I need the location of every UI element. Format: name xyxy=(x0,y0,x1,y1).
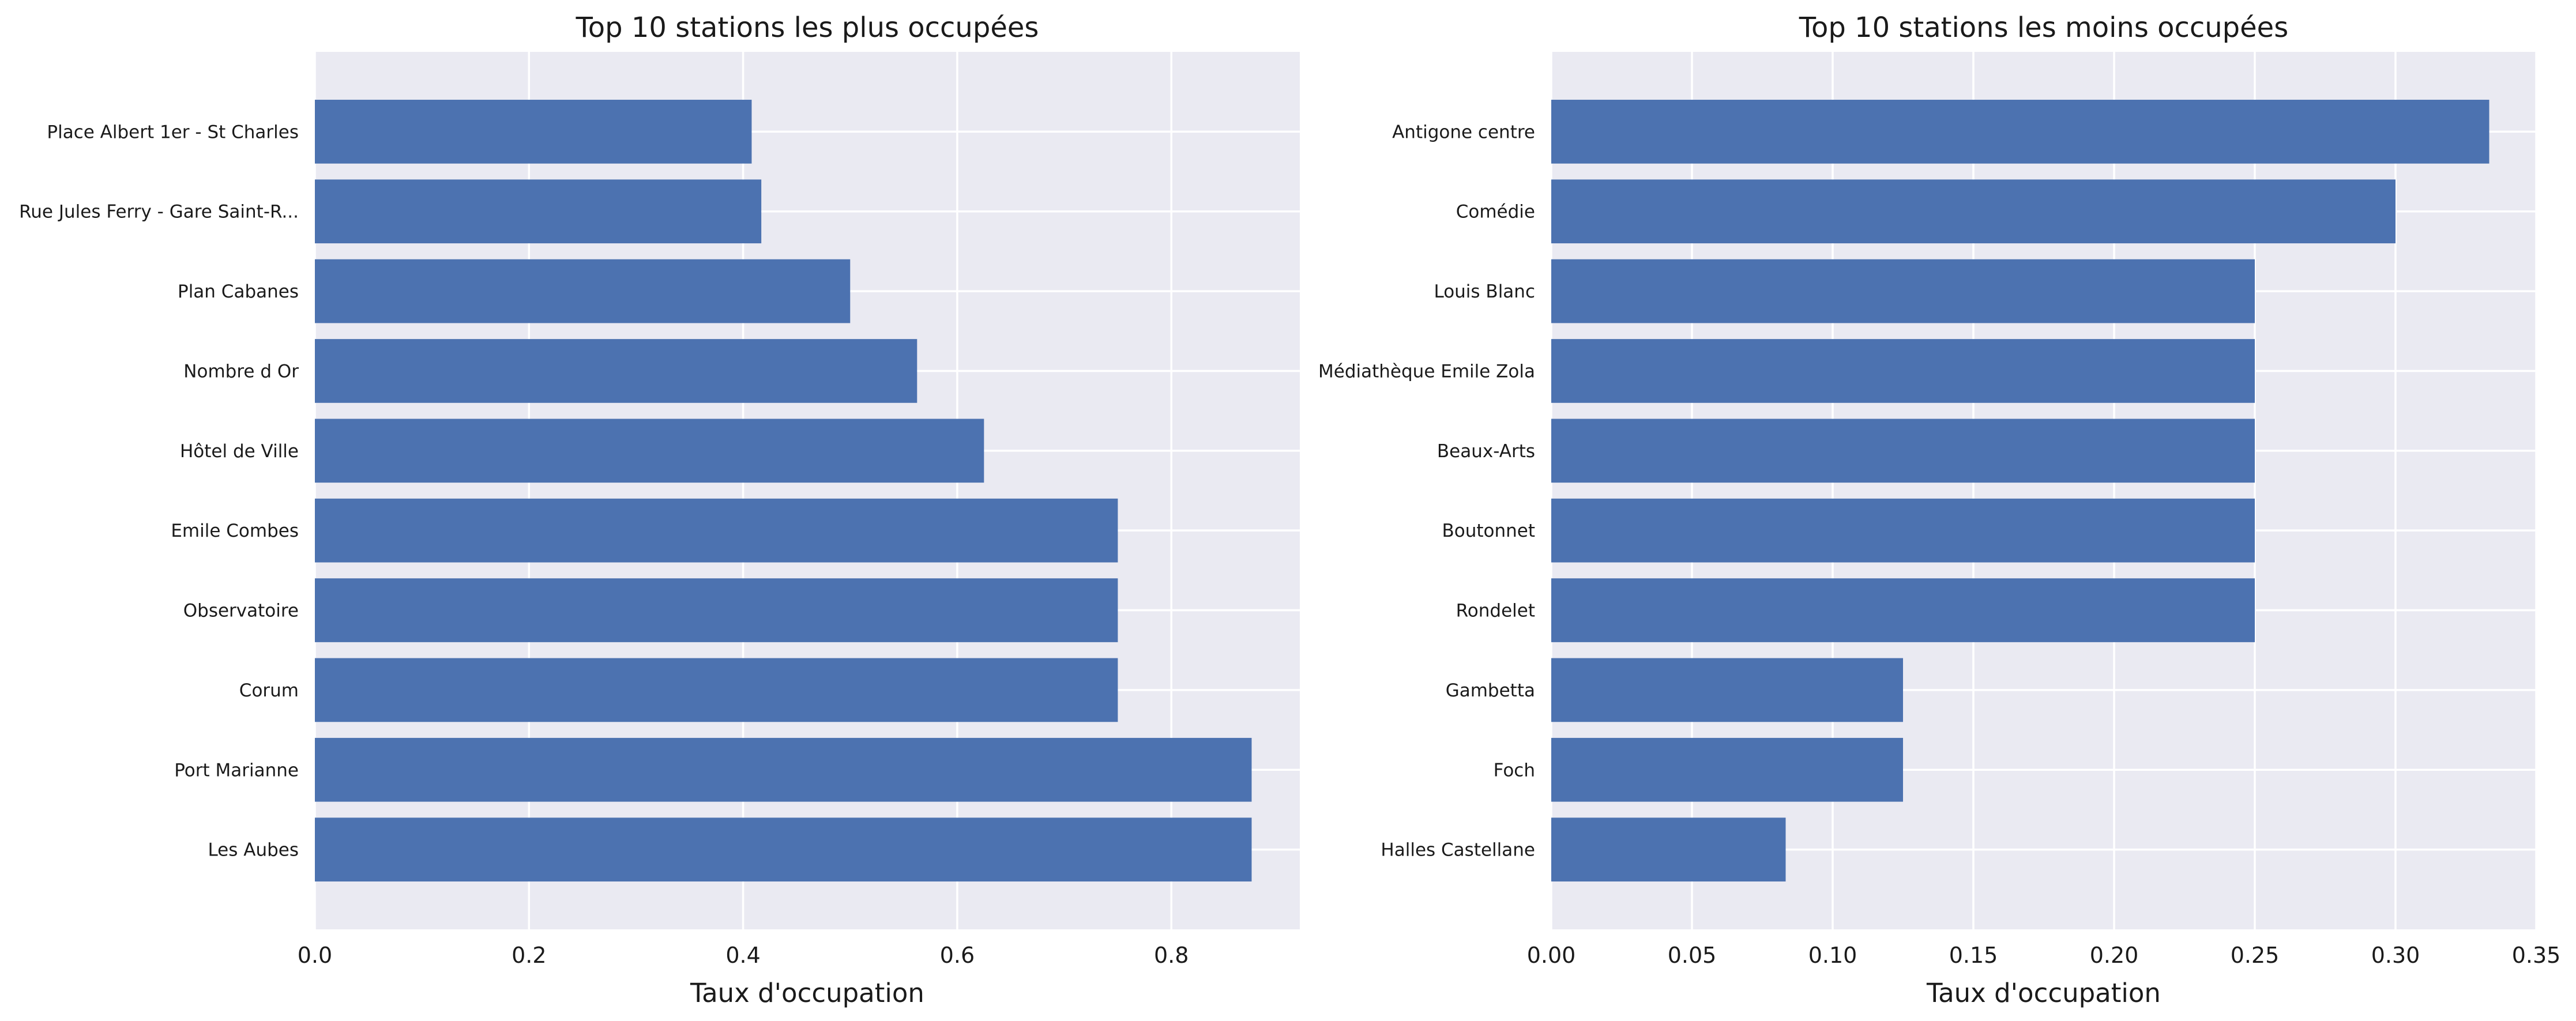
x-tick-label: 0.8 xyxy=(1154,943,1189,968)
bar xyxy=(1551,498,2255,563)
y-tick-label: Emile Combes xyxy=(171,521,299,541)
x-tick-label: 0.30 xyxy=(2371,943,2420,968)
y-tick-label: Halles Castellane xyxy=(1381,840,1535,861)
y-tick-label: Corum xyxy=(239,680,299,701)
bar xyxy=(315,419,984,483)
x-tick-label: 0.15 xyxy=(1949,943,1998,968)
bar xyxy=(1551,259,2255,323)
bar xyxy=(315,817,1252,881)
y-tick-label: Foch xyxy=(1494,760,1535,781)
bar xyxy=(1551,100,2489,164)
x-axis-label: Taux d'occupation xyxy=(1926,978,2161,1008)
bar xyxy=(1551,339,2255,403)
y-tick-label: Observatoire xyxy=(183,601,299,621)
y-tick-label: Comédie xyxy=(1456,202,1535,223)
x-tick-label: 0.4 xyxy=(725,943,760,968)
y-tick-label: Plan Cabanes xyxy=(178,281,299,302)
y-tick-label: Rondelet xyxy=(1456,601,1535,621)
y-tick-label: Beaux-Arts xyxy=(1437,441,1535,462)
bar xyxy=(1551,419,2255,483)
bar xyxy=(1551,179,2396,244)
x-tick-label: 0.2 xyxy=(512,943,546,968)
bar xyxy=(1551,578,2255,642)
y-tick-label: Nombre d Or xyxy=(183,361,299,382)
x-tick-label: 0.6 xyxy=(940,943,975,968)
bar xyxy=(315,179,762,244)
chart-title: Top 10 stations les moins occupées xyxy=(1799,12,2288,44)
x-tick-label: 0.05 xyxy=(1668,943,1717,968)
y-tick-label: Louis Blanc xyxy=(1434,281,1535,302)
chart-least-occupied: Top 10 stations les moins occupées Taux … xyxy=(1318,12,2560,1008)
bar xyxy=(315,578,1118,642)
bar xyxy=(315,339,917,403)
y-tick-label: Port Marianne xyxy=(174,760,299,781)
bar xyxy=(315,658,1118,722)
x-tick-label: 0.00 xyxy=(1527,943,1576,968)
bar xyxy=(315,259,851,323)
y-tick-label: Les Aubes xyxy=(208,840,299,861)
x-tick-label: 0.35 xyxy=(2512,943,2561,968)
bar xyxy=(315,737,1252,802)
y-tick-label: Boutonnet xyxy=(1442,521,1535,541)
bar xyxy=(315,100,752,164)
chart-title: Top 10 stations les plus occupées xyxy=(576,12,1039,44)
y-tick-label: Rue Jules Ferry - Gare Saint-R... xyxy=(19,202,299,223)
x-axis-label: Taux d'occupation xyxy=(690,978,924,1008)
x-tick-label: 0.25 xyxy=(2231,943,2280,968)
bar xyxy=(1551,737,1903,802)
bar xyxy=(315,498,1118,563)
y-tick-label: Place Albert 1er - St Charles xyxy=(47,122,299,142)
y-tick-label: Gambetta xyxy=(1446,680,1535,701)
bar xyxy=(1551,658,1903,722)
chart-most-occupied: Top 10 stations les plus occupées Taux d… xyxy=(19,12,1300,1008)
bar xyxy=(1551,817,1786,881)
y-tick-label: Médiathèque Emile Zola xyxy=(1318,361,1535,382)
y-tick-label: Antigone centre xyxy=(1392,122,1535,142)
x-tick-label: 0.20 xyxy=(2090,943,2139,968)
y-tick-label: Hôtel de Ville xyxy=(180,441,299,462)
x-tick-label: 0.10 xyxy=(1808,943,1857,968)
x-tick-label: 0.0 xyxy=(298,943,332,968)
